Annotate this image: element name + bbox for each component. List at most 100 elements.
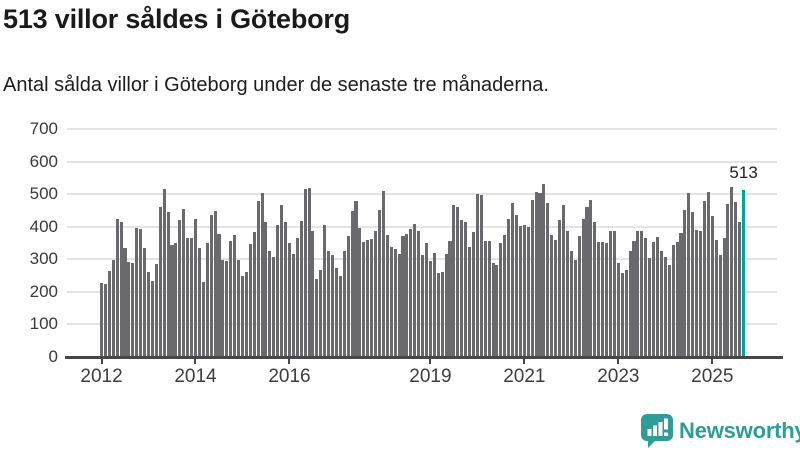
bar: [471, 231, 475, 357]
gridline: [67, 128, 777, 130]
bar: [421, 254, 425, 357]
bar: [573, 259, 577, 357]
bar: [146, 271, 151, 357]
bar: [424, 243, 429, 357]
bar: [546, 202, 550, 357]
bar: [139, 228, 143, 357]
bar: [710, 216, 714, 357]
y-axis-tick-label: 700: [29, 119, 58, 138]
x-axis-tick: [100, 358, 103, 364]
bar: [714, 239, 718, 357]
bar: [240, 276, 244, 357]
bar: [738, 221, 742, 357]
bar: [330, 254, 335, 357]
bar: [374, 231, 378, 357]
x-axis-line: [65, 356, 783, 359]
bar: [624, 269, 628, 357]
bar: [581, 218, 585, 357]
y-axis-tick-label: 100: [29, 314, 58, 334]
bar: [659, 251, 663, 357]
y-axis-tick-label: 0: [48, 347, 58, 366]
bar: [346, 236, 350, 357]
bar: [291, 254, 295, 357]
bar: [648, 257, 652, 357]
bar: [377, 209, 382, 357]
page-title: 513 villor såldes i Göteborg: [3, 4, 351, 34]
bar: [483, 241, 487, 357]
y-axis-tick-label: 600: [29, 151, 58, 171]
gridline: [67, 225, 777, 228]
bar: [413, 224, 417, 357]
bar: [452, 204, 456, 357]
bar: [268, 251, 272, 357]
bar: [718, 254, 722, 357]
bar: [652, 242, 656, 357]
bar: [260, 193, 264, 357]
x-axis-tick: [711, 358, 714, 364]
bar: [565, 230, 569, 357]
bar: [601, 242, 605, 357]
bar: [217, 233, 221, 357]
bar: [131, 262, 135, 357]
bar: [115, 219, 119, 357]
bar: [460, 219, 464, 357]
bar: [530, 199, 534, 357]
bar: [284, 221, 288, 357]
bar: [354, 200, 358, 357]
newsworthy-logo-icon: [641, 414, 673, 448]
highlight-value-label: 513: [729, 162, 758, 182]
bar: [515, 215, 519, 357]
bar: [468, 247, 472, 357]
x-axis-tick: [288, 358, 291, 364]
bar: [561, 204, 566, 357]
bar: [385, 234, 389, 357]
bar: [358, 228, 362, 357]
bar: [663, 257, 667, 357]
bar: [734, 201, 738, 357]
bar: [303, 188, 307, 357]
bar: [722, 238, 726, 357]
bar: [350, 210, 354, 357]
bar: [248, 243, 252, 357]
bar: [315, 278, 319, 357]
bar: [554, 239, 558, 357]
bar: [507, 218, 511, 357]
bar: [597, 242, 601, 357]
bar: [256, 200, 260, 357]
bar: [542, 184, 546, 357]
bar: [640, 231, 644, 357]
bar: [605, 243, 609, 357]
bar: [334, 268, 338, 357]
bar: [397, 254, 401, 357]
bar: [237, 260, 241, 357]
bar: [327, 250, 331, 357]
bar: [730, 187, 734, 357]
bar: [632, 241, 636, 357]
bar: [127, 262, 131, 357]
bar: [319, 269, 323, 357]
bar: [209, 215, 213, 357]
bar: [479, 194, 483, 357]
bar: [166, 212, 170, 357]
bar: [417, 230, 421, 357]
bar: [683, 209, 687, 357]
bar: [143, 247, 147, 357]
bar: [158, 207, 162, 357]
y-axis-tick-label: 400: [29, 216, 58, 236]
bar: [585, 207, 589, 357]
bar: [702, 200, 706, 357]
bar: [526, 227, 530, 357]
bar: [389, 247, 393, 357]
bar: [675, 242, 679, 357]
bar: [213, 210, 217, 357]
bar: [706, 192, 710, 357]
bar: [432, 253, 436, 357]
bar: [558, 219, 562, 357]
chart-subtitle: Antal sålda villor i Göteborg under de s…: [3, 74, 549, 96]
bar: [511, 202, 515, 357]
newsworthy-logo[interactable]: Newsworthy: [640, 413, 800, 449]
bar: [264, 221, 268, 357]
bar: [616, 263, 620, 357]
bar: [436, 272, 440, 357]
